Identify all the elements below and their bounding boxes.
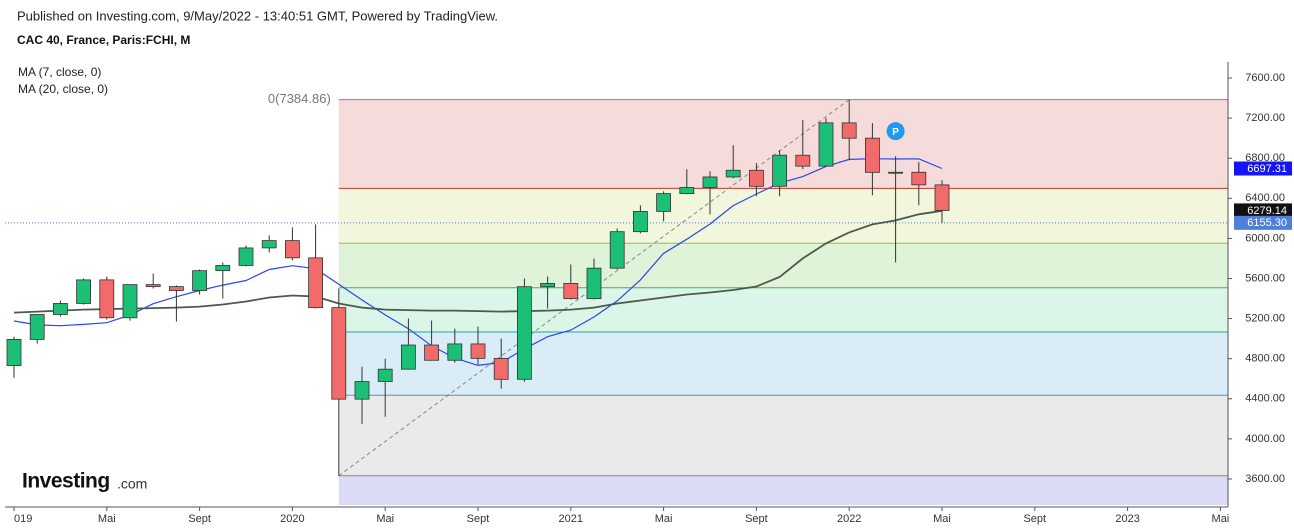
x-tick-label: 2023 <box>1115 513 1139 525</box>
x-tick-label: 2021 <box>559 513 583 525</box>
x-tick-label: Mai <box>98 513 116 525</box>
logo-name: Investing <box>22 470 110 493</box>
candle-body <box>192 270 208 291</box>
y-tick-label: 4800.00 <box>1245 353 1285 365</box>
fib-zone <box>338 475 1228 505</box>
x-tick-label: 2020 <box>280 513 304 525</box>
candle-body <box>447 343 463 361</box>
x-tick-label: Sept <box>467 513 490 525</box>
candle-body <box>934 184 950 211</box>
candle-body <box>76 279 91 304</box>
candle-body <box>702 176 718 188</box>
x-tick-label: 2022 <box>837 513 861 525</box>
x-tick-label: Sept <box>745 513 768 525</box>
y-tick-label: 6000.00 <box>1245 232 1285 244</box>
candle-body <box>215 265 231 272</box>
candle-body <box>53 303 68 315</box>
header: Published on Investing.com, 9/May/2022 -… <box>17 8 498 23</box>
candle-body <box>122 284 138 319</box>
candle-body <box>517 286 532 380</box>
x-tick-label: Sept <box>188 513 211 525</box>
x-tick-label: Mai <box>655 513 673 525</box>
ma-line <box>13 209 943 314</box>
x-tick-label: Sept <box>1023 513 1046 525</box>
candle-body <box>145 284 161 288</box>
fib-zone <box>338 332 1228 396</box>
logo-suffix: .com <box>117 476 147 492</box>
plot-area <box>5 99 1228 505</box>
candle-body <box>29 314 45 340</box>
candle-body <box>99 279 115 319</box>
candle-body <box>331 307 347 400</box>
candle-body <box>888 171 903 174</box>
candle-body <box>795 154 811 167</box>
price-label: 6155.30 <box>1247 217 1287 229</box>
annotation-text: P <box>892 127 899 138</box>
candle-body <box>865 137 880 173</box>
candle-body <box>354 381 370 400</box>
candle-body <box>749 169 764 187</box>
candle-body <box>586 267 602 300</box>
candle-body <box>563 282 579 300</box>
price-label-bg <box>1234 215 1292 230</box>
candle-body <box>633 211 648 233</box>
candle-body <box>377 368 393 382</box>
y-tick-label: 5600.00 <box>1245 272 1285 284</box>
candle-body <box>656 193 671 212</box>
candle-body <box>424 344 440 361</box>
annotation-marker <box>886 122 905 141</box>
price-label-bg <box>1234 203 1292 218</box>
y-tick-label: 4000.00 <box>1245 433 1285 445</box>
candle-body <box>493 357 509 380</box>
price-label: 6697.31 <box>1247 163 1287 175</box>
x-tick-label: Mai <box>376 513 394 525</box>
fib-zone <box>338 287 1228 333</box>
y-tick-label: 3600.00 <box>1245 473 1285 485</box>
x-tick-label: 019 <box>14 513 32 525</box>
chart-title: CAC 40, France, Paris:FCHI, M <box>17 33 190 47</box>
fib-zone <box>338 188 1228 244</box>
y-tick-label: 5200.00 <box>1245 312 1285 324</box>
fib-label: 0(7384.86) <box>268 91 331 106</box>
candle-body <box>400 344 416 370</box>
y-tick-label: 7200.00 <box>1245 112 1285 124</box>
candle-body <box>679 187 695 194</box>
candle-body <box>818 122 834 167</box>
candle-body <box>261 240 277 249</box>
price-label: 6279.14 <box>1247 205 1287 217</box>
candle-body <box>238 247 254 266</box>
y-tick-label: 6800.00 <box>1245 152 1285 164</box>
candle-body <box>168 286 184 291</box>
candle-body <box>841 122 857 139</box>
fib-zone <box>338 395 1228 476</box>
y-tick-label: 4400.00 <box>1245 393 1285 405</box>
candle-body <box>609 231 625 269</box>
legend-entry: MA (7, close, 0) <box>18 65 101 79</box>
candle-body <box>308 257 324 309</box>
candle-body <box>911 171 927 186</box>
ma-line <box>13 158 943 367</box>
candle-body <box>284 240 300 259</box>
y-tick-label: 6400.00 <box>1245 192 1285 204</box>
legend-entry: MA (20, close, 0) <box>18 82 108 96</box>
y-tick-label: 7600.00 <box>1245 72 1285 84</box>
candle-body <box>470 343 486 359</box>
candle-body <box>540 282 555 288</box>
candle-body <box>772 154 787 187</box>
x-tick-label: Mai <box>933 513 951 525</box>
x-tick-label: Mai <box>1212 513 1230 525</box>
candle-body <box>6 339 22 366</box>
fib-zone <box>338 243 1228 288</box>
candle-body <box>725 169 741 178</box>
price-label-bg <box>1234 161 1292 176</box>
